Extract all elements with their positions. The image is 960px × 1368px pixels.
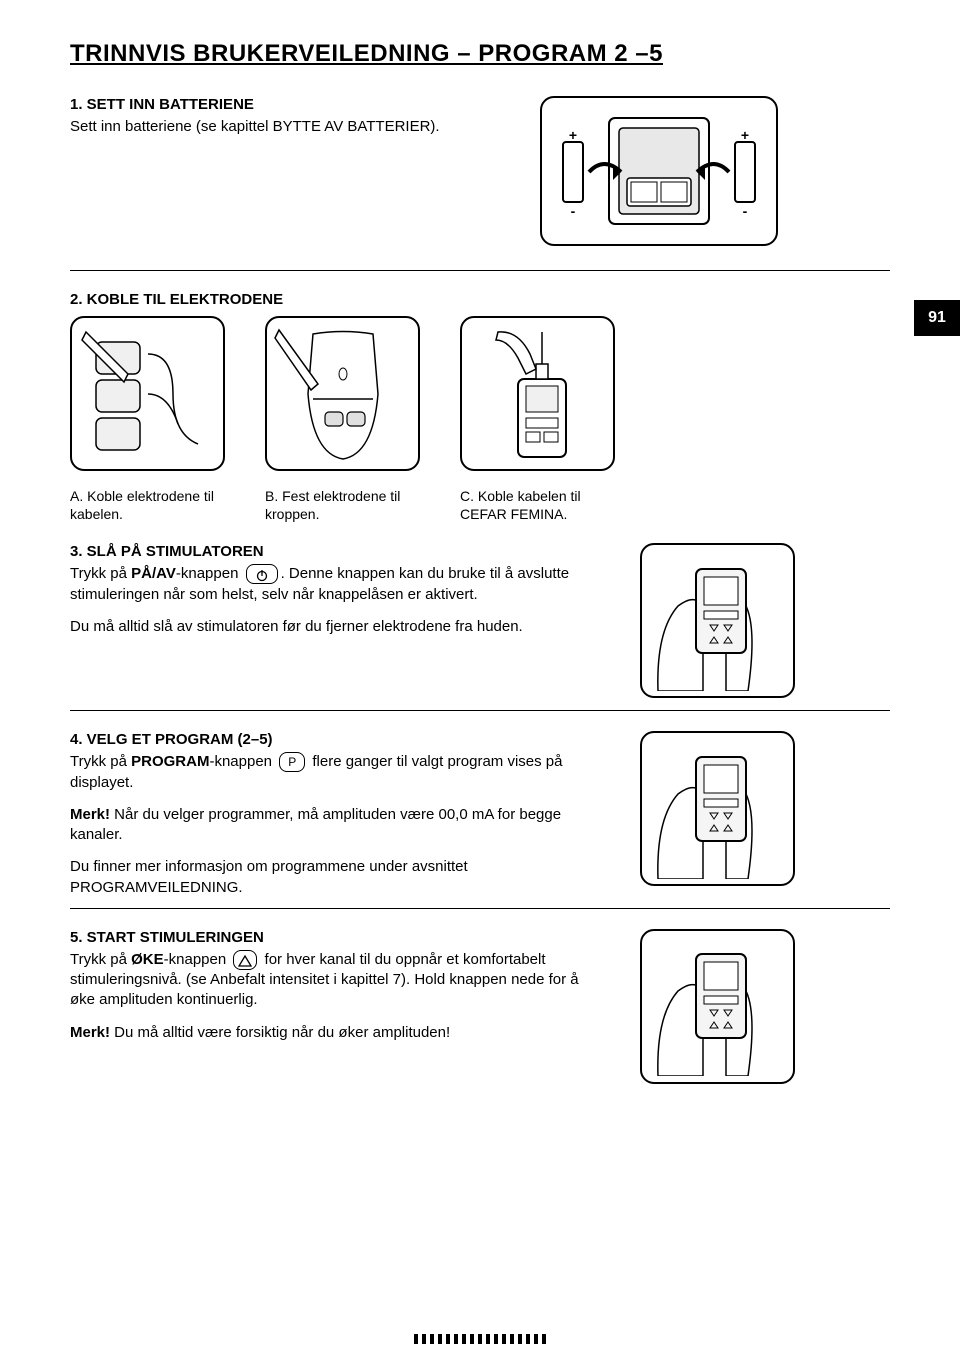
hand-device-svg-2 (648, 739, 788, 879)
step-5-text: 5. START STIMULERINGEN Trykk på ØKE-knap… (70, 929, 600, 1043)
electrodes-on-body-illustration (265, 316, 420, 471)
step-4-merk: Merk! Når du velger programmer, må ampli… (70, 805, 600, 846)
separator-3 (70, 908, 890, 909)
step-3-row: 3. SLÅ PÅ STIMULATOREN Trykk på PÅ/AV-kn… (70, 543, 890, 698)
step-1-text: 1. SETT INN BATTERIENE Sett inn batterie… (70, 96, 450, 137)
step-4-merk-text: Når du velger programmer, må amplituden … (70, 806, 561, 843)
hand-device-svg-1 (648, 551, 788, 691)
step-4-button-label: PROGRAM (131, 753, 209, 770)
caption-a: A. Koble elektrodene til kabelen. (70, 487, 225, 523)
step-5-row: 5. START STIMULERINGEN Trykk på ØKE-knap… (70, 929, 890, 1084)
step-4-prefix: Trykk på (70, 753, 131, 770)
cable-to-device-illustration (460, 316, 615, 471)
step-1-row: 1. SETT INN BATTERIENE Sett inn batterie… (70, 96, 890, 246)
separator-1 (70, 270, 890, 271)
step-2-captions: A. Koble elektrodene til kabelen. B. Fes… (70, 487, 890, 523)
caption-b: B. Fest elektrodene til kroppen. (265, 487, 420, 523)
step-5-mid: -knappen (164, 951, 231, 968)
step-5-merk-text: Du må alltid være forsiktig når du øker … (110, 1024, 450, 1041)
step-1-heading: 1. SETT INN BATTERIENE (70, 96, 450, 113)
step-5-prefix: Trykk på (70, 951, 131, 968)
svg-text:-: - (743, 203, 748, 219)
step-5-button-label: ØKE (131, 951, 164, 968)
step-2-heading: 2. KOBLE TIL ELEKTRODENE (70, 291, 890, 308)
program-button-icon: P (279, 752, 305, 772)
step-4-row: 4. VELG ET PROGRAM (2–5) Trykk på PROGRA… (70, 731, 890, 898)
step-4-illustration (640, 731, 795, 886)
step-4-info: Du finner mer informasjon om programmene… (70, 857, 600, 898)
separator-2 (70, 710, 890, 711)
step-3-note: Du må alltid slå av stimulatoren før du … (70, 617, 600, 637)
body-svg (273, 324, 413, 464)
battery-illustration: + - + - (540, 96, 778, 246)
svg-text:+: + (741, 127, 749, 143)
step-1-body: Sett inn batteriene (se kapittel BYTTE A… (70, 117, 450, 137)
power-icon (255, 568, 269, 582)
step-4-merk-label: Merk! (70, 806, 110, 823)
step-2-illustrations (70, 316, 890, 471)
step-4-text: 4. VELG ET PROGRAM (2–5) Trykk på PROGRA… (70, 731, 600, 898)
svg-text:-: - (571, 203, 576, 219)
battery-svg: + - + - (549, 106, 769, 236)
page-title: TRINNVIS BRUKERVEILEDNING – PROGRAM 2 –5 (70, 40, 890, 68)
step-5-heading: 5. START STIMULERINGEN (70, 929, 600, 946)
step-3-suffix: -knappen (176, 565, 243, 582)
step-4-heading: 4. VELG ET PROGRAM (2–5) (70, 731, 600, 748)
step-5-body: Trykk på ØKE-knappen for hver kanal til … (70, 950, 600, 1011)
svg-text:+: + (569, 127, 577, 143)
power-button-icon (246, 564, 278, 584)
step-5-illustration (640, 929, 795, 1084)
hand-device-svg-3 (648, 936, 788, 1076)
step-3-button-label: PÅ/AV (131, 565, 176, 582)
increase-button-icon (233, 950, 257, 970)
step-4-mid: -knappen (209, 753, 276, 770)
electrode-pads-svg (78, 324, 218, 464)
triangle-up-icon (238, 955, 252, 967)
electrode-pads-illustration (70, 316, 225, 471)
cable-device-svg (468, 324, 608, 464)
step-4-body: Trykk på PROGRAM-knappen P flere ganger … (70, 752, 600, 793)
step-5-merk: Merk! Du må alltid være forsiktig når du… (70, 1023, 600, 1043)
step-5-merk-label: Merk! (70, 1024, 110, 1041)
step-3-text: 3. SLÅ PÅ STIMULATOREN Trykk på PÅ/AV-kn… (70, 543, 600, 637)
page-number-badge: 91 (914, 300, 960, 336)
step-3-heading: 3. SLÅ PÅ STIMULATOREN (70, 543, 600, 560)
step-3-body: Trykk på PÅ/AV-knappen . Denne knappen k… (70, 564, 600, 605)
footer-dots (414, 1334, 546, 1344)
caption-c: C. Koble kabelen til CEFAR FEMINA. (460, 487, 615, 523)
step-3-prefix: Trykk på (70, 565, 131, 582)
step-3-illustration (640, 543, 795, 698)
